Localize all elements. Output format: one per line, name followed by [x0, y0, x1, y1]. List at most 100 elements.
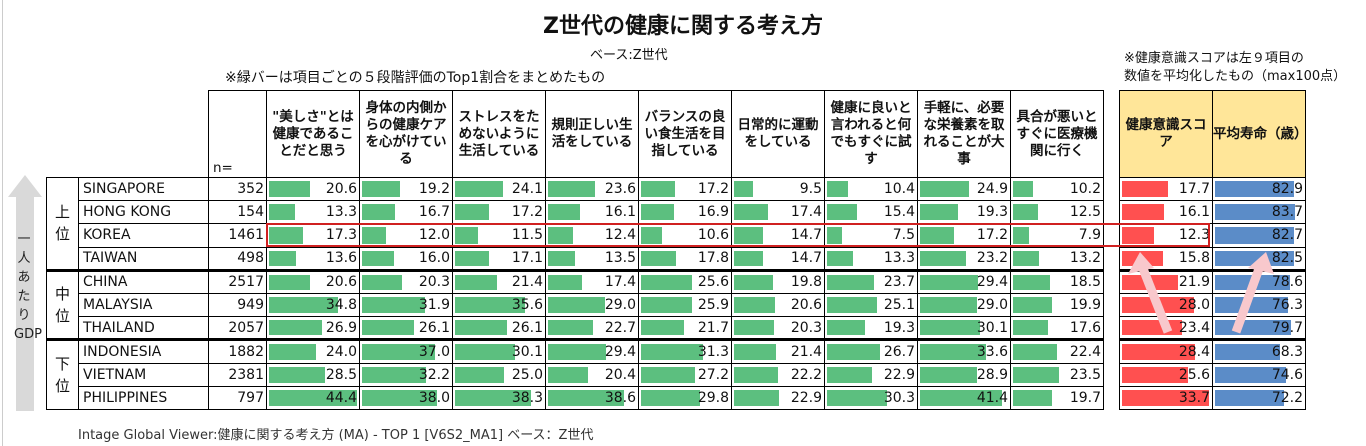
green-bar [362, 296, 426, 314]
life-cell: 79.7 [1212, 316, 1306, 341]
country-name: SINGAPORE [78, 176, 209, 202]
value-cell: 28.9 [917, 362, 1011, 387]
value-cell: 17.4 [731, 200, 825, 225]
green-bar [362, 204, 396, 221]
green-bar [920, 250, 966, 266]
green-bar [1013, 274, 1050, 290]
score-note-line2: 数値を平均化したもの（max100点） [1124, 69, 1347, 84]
green-bar [734, 389, 780, 406]
life-value: 82.5 [1271, 250, 1303, 267]
value-label: 29.0 [604, 297, 636, 314]
score-row: 17.7 82.9 [1119, 176, 1306, 202]
value-label: 20.3 [790, 319, 822, 336]
green-bar [641, 181, 676, 198]
value-cell: 38.0 [359, 385, 453, 410]
life-value: 82.7 [1271, 227, 1303, 244]
sample-size: 2381 [208, 362, 267, 387]
country-name: THAILAND [78, 316, 209, 341]
n-header: n= [208, 90, 267, 178]
life-bar [1215, 181, 1295, 198]
column-header: 手軽に、必要な栄養素を取れることが大事 [917, 90, 1011, 178]
value-label: 26.9 [325, 319, 357, 336]
score-value: 16.1 [1178, 204, 1210, 221]
green-bar [455, 250, 489, 266]
score-bar [1122, 366, 1189, 383]
green-bar [734, 204, 769, 221]
value-label: 22.9 [790, 389, 822, 406]
score-cell: 17.7 [1119, 176, 1213, 202]
value-cell: 29.0 [545, 292, 639, 318]
blank [78, 90, 209, 178]
green-bar [734, 181, 753, 198]
value-label: 26.1 [418, 319, 450, 336]
country-name: MALAYSIA [78, 292, 209, 318]
score-row: 33.7 72.2 [1119, 385, 1306, 410]
green-bar [641, 227, 662, 244]
life-bar [1215, 366, 1287, 383]
gdp-group-label: 上位 [46, 177, 79, 271]
value-cell: 7.9 [1010, 223, 1104, 248]
value-cell: 16.1 [545, 200, 639, 225]
country-name: TAIWAN [78, 246, 209, 271]
value-label: 16.0 [418, 250, 450, 267]
value-cell: 17.8 [638, 246, 732, 271]
value-label: 23.7 [883, 274, 915, 291]
value-cell: 27.2 [638, 362, 732, 387]
frame-line [2, 0, 3, 446]
score-bar [1122, 227, 1154, 244]
gdp-up-arrow-icon [8, 175, 42, 411]
green-bar [269, 250, 296, 266]
gdp-group-label: 下位 [46, 338, 79, 410]
green-bar [548, 320, 593, 336]
value-cell: 23.2 [917, 246, 1011, 271]
value-label: 20.6 [325, 181, 357, 198]
value-label: 38.3 [511, 389, 543, 406]
life-cell: 72.2 [1212, 385, 1306, 410]
value-cell: 17.6 [1010, 316, 1104, 341]
score-note: ※健康意識スコアは左９項目の 数値を平均化したもの（max100点） [1124, 50, 1346, 86]
value-label: 19.8 [790, 274, 822, 291]
value-label: 16.7 [418, 204, 450, 221]
value-cell: 31.9 [359, 292, 453, 318]
value-label: 17.2 [697, 181, 729, 198]
life-value: 76.3 [1271, 297, 1303, 314]
value-cell: 44.4 [266, 385, 360, 410]
base-label: ベース:Z世代 [590, 48, 668, 63]
value-cell: 10.2 [1010, 176, 1104, 202]
sample-size: 797 [208, 385, 267, 410]
score-table: 健康意識スコア 平均寿命（歳） 17.7 82.9 16.1 83.7 12.3 82.7… [1119, 90, 1308, 410]
sample-size: 2517 [208, 268, 267, 294]
table-row: VIETNAM 2381 28.5 32.2 25.0 20.4 27.2 22.2 22.9 2… [47, 362, 1104, 387]
green-bar [827, 274, 874, 290]
green-bar [920, 181, 970, 198]
green-bar [548, 274, 583, 290]
green-bar [641, 389, 700, 406]
green-bar [455, 227, 478, 244]
value-cell: 31.3 [638, 338, 732, 364]
value-cell: 38.6 [545, 385, 639, 410]
value-cell: 12.5 [1010, 200, 1104, 225]
life-value: 68.3 [1271, 343, 1303, 360]
green-bar [269, 227, 304, 244]
sample-size: 1461 [208, 223, 267, 248]
value-cell: 35.6 [452, 292, 546, 318]
green-bar [548, 389, 625, 406]
value-label: 17.3 [325, 227, 357, 244]
life-value: 74.6 [1271, 366, 1303, 383]
value-cell: 32.2 [359, 362, 453, 387]
value-cell: 17.4 [545, 268, 639, 294]
group-text: 上位 [54, 203, 70, 244]
value-label: 32.2 [418, 366, 450, 383]
value-label: 22.7 [604, 319, 636, 336]
value-label: 34.8 [325, 297, 357, 314]
value-cell: 20.4 [545, 362, 639, 387]
value-label: 31.3 [697, 343, 729, 360]
value-cell: 22.9 [731, 385, 825, 410]
column-header: 規則正しい生活をしている [545, 90, 639, 178]
value-cell: 19.2 [359, 176, 453, 202]
green-bar [641, 320, 684, 336]
column-header: バランスの良い食生活を目指している [638, 90, 732, 178]
value-cell: 30.3 [824, 385, 918, 410]
life-cell: 74.6 [1212, 362, 1306, 387]
value-cell: 37.0 [359, 338, 453, 364]
